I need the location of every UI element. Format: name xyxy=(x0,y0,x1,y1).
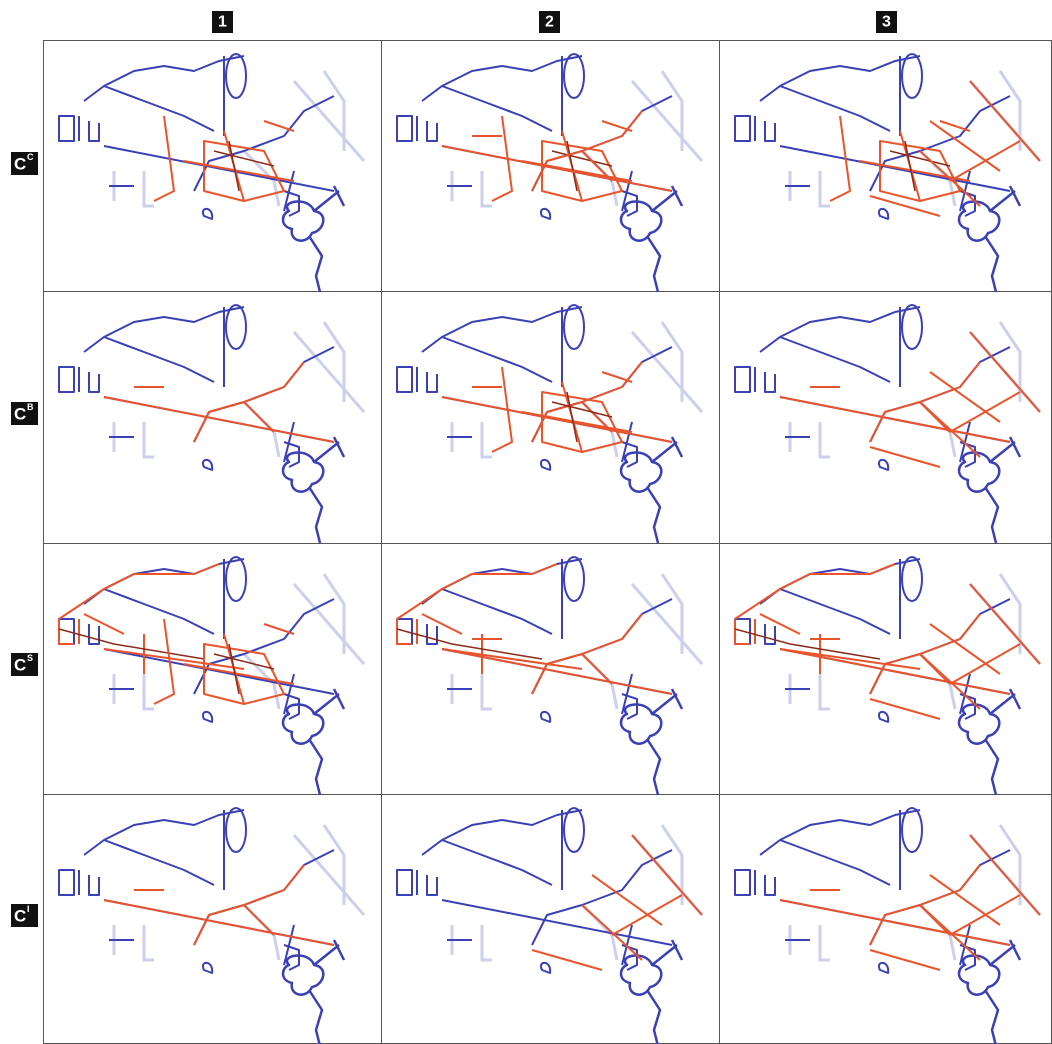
map-cell xyxy=(59,808,364,1044)
figure: 1 2 3 C C C B C S C I xyxy=(0,0,1052,1044)
map-cell xyxy=(735,808,1040,1044)
map-cell xyxy=(397,808,702,1044)
map-cell xyxy=(735,54,1040,292)
column-header: 3 xyxy=(882,14,891,31)
map-cell xyxy=(397,305,702,543)
row-superscript: C xyxy=(27,152,34,162)
maps xyxy=(59,54,1040,1044)
row-superscript: B xyxy=(27,402,34,412)
row-superscript: S xyxy=(27,653,33,663)
column-headers: 1 2 3 xyxy=(212,11,897,33)
row-label: C xyxy=(14,656,26,675)
column-header: 1 xyxy=(218,14,227,31)
row-superscript: I xyxy=(27,904,30,914)
row-labels: C C C B C S C I xyxy=(11,152,38,927)
map-cell xyxy=(59,557,364,795)
map-cell xyxy=(735,557,1040,795)
row-label: C xyxy=(14,405,26,424)
map-cell xyxy=(59,54,364,292)
map-cell xyxy=(397,557,702,795)
row-label: C xyxy=(14,907,26,926)
map-cell xyxy=(397,54,702,292)
row-label: C xyxy=(14,155,26,174)
map-cell xyxy=(735,305,1040,543)
column-header: 2 xyxy=(545,14,554,31)
map-cell xyxy=(59,305,364,543)
